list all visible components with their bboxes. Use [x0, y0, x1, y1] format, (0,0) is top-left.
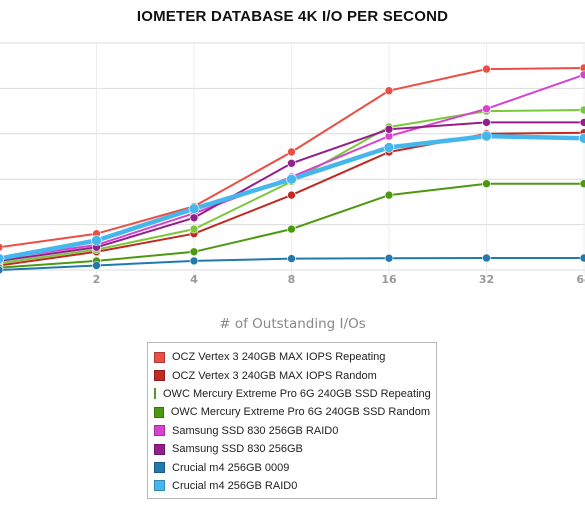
- legend-label: Crucial m4 256GB RAID0: [172, 479, 298, 492]
- data-point: [579, 118, 585, 127]
- data-point: [0, 253, 5, 264]
- legend-swatch: [154, 370, 165, 382]
- data-point: [189, 247, 199, 257]
- legend-item: Crucial m4 256GB 0009: [154, 458, 430, 476]
- data-point: [482, 104, 491, 114]
- x-tick-label: 32: [479, 273, 494, 286]
- legend-swatch: [154, 443, 165, 455]
- legend-item: OWC Mercury Extreme Pro 6G 240GB SSD Ran…: [154, 403, 430, 421]
- data-point: [578, 133, 585, 144]
- data-point: [189, 256, 199, 266]
- legend-swatch: [154, 388, 156, 400]
- data-point: [189, 224, 199, 234]
- data-point: [384, 190, 394, 200]
- legend: OCZ Vertex 3 240GB MAX IOPS Repeating OCZ…: [147, 342, 437, 500]
- series-4: [0, 179, 585, 272]
- legend-swatch: [154, 425, 165, 437]
- data-point: [579, 105, 585, 115]
- line-chart: 2 4 8 16 32 64: [0, 42, 585, 286]
- data-point: [188, 203, 200, 214]
- data-point: [0, 265, 4, 275]
- legend-item: OCZ Vertex 3 240GB MAX IOPS Repeating: [154, 348, 430, 366]
- data-point: [92, 261, 101, 270]
- legend-swatch: [154, 351, 165, 363]
- x-tick-labels: 2 4 8 16 32 64: [93, 273, 585, 286]
- legend-item: Samsung SSD 830 256GB RAID0: [154, 422, 430, 440]
- data-point: [287, 224, 296, 234]
- legend-item: Samsung SSD 830 256GB: [154, 440, 430, 458]
- legend-label: Samsung SSD 830 256GB RAID0: [172, 424, 339, 437]
- data-point: [579, 70, 585, 80]
- legend-swatch: [154, 406, 164, 418]
- data-point: [189, 213, 199, 223]
- legend-label: OWC Mercury Extreme Pro 6G 240GB SSD Rep…: [163, 387, 431, 400]
- data-point: [482, 179, 491, 188]
- data-point: [287, 190, 296, 200]
- legend-swatch: [154, 480, 165, 492]
- data-point: [287, 159, 296, 168]
- data-point: [287, 254, 296, 263]
- data-point: [482, 118, 491, 127]
- data-point: [0, 243, 4, 252]
- legend-item: Crucial m4 256GB RAID0: [154, 477, 430, 495]
- data-point: [579, 179, 585, 188]
- legend-swatch: [154, 462, 165, 474]
- series-lines: [0, 63, 585, 275]
- x-tick-label: 2: [93, 273, 101, 286]
- legend-item: OWC Mercury Extreme Pro 6G 240GB SSD Rep…: [154, 385, 431, 403]
- data-point: [384, 125, 394, 134]
- data-point: [482, 64, 491, 74]
- series-1: [0, 63, 585, 252]
- data-point: [384, 86, 394, 95]
- x-tick-label: 64: [576, 273, 585, 286]
- data-point: [383, 142, 395, 153]
- legend-label: OCZ Vertex 3 240GB MAX IOPS Random: [172, 369, 377, 382]
- chart-title: IOMETER DATABASE 4K I/O PER SECOND: [136, 8, 449, 25]
- legend-label: OCZ Vertex 3 240GB MAX IOPS Repeating: [172, 351, 386, 364]
- data-point: [91, 235, 102, 246]
- data-point: [482, 253, 491, 263]
- data-point: [579, 253, 585, 263]
- series-7: [0, 253, 585, 275]
- x-tick-label: 8: [288, 273, 296, 286]
- data-point: [481, 130, 492, 142]
- data-point: [287, 147, 296, 157]
- x-axis-label: # of Outstanding I/Os: [219, 316, 366, 332]
- legend-item: OCZ Vertex 3 240GB MAX IOPS Random: [154, 366, 430, 384]
- data-point: [384, 253, 394, 263]
- series-8: [0, 130, 585, 264]
- legend-label: OWC Mercury Extreme Pro 6G 240GB SSD Ran…: [170, 406, 430, 419]
- data-point: [286, 173, 297, 185]
- legend-label: Crucial m4 256GB 0009: [172, 461, 290, 474]
- x-tick-label: 4: [190, 273, 198, 286]
- legend-label: Samsung SSD 830 256GB: [172, 443, 303, 456]
- x-tick-label: 16: [381, 273, 397, 286]
